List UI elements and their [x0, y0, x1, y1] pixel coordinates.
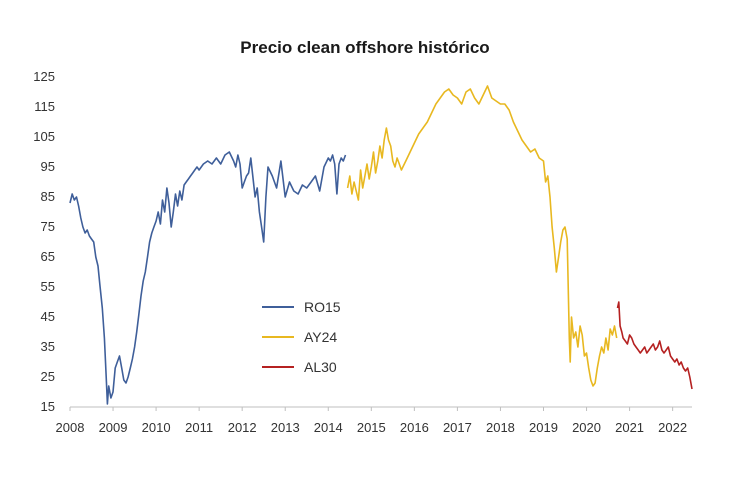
x-tick-label: 2008: [56, 420, 85, 435]
y-tick-label: 35: [41, 339, 55, 354]
series-line-al30: [616, 301, 693, 390]
x-tick-label: 2019: [529, 420, 558, 435]
y-tick-label: 25: [41, 369, 55, 384]
x-tick-label: 2017: [443, 420, 472, 435]
x-tick-label: 2012: [228, 420, 257, 435]
y-tick-label: 115: [34, 99, 55, 114]
legend: RO15 AY24 AL30: [262, 299, 341, 375]
series-line-ay24: [346, 85, 618, 387]
x-tick-label: 2010: [142, 420, 171, 435]
y-tick-label: 75: [41, 219, 55, 234]
y-tick-label: 95: [41, 159, 55, 174]
y-tick-label: 85: [41, 189, 55, 204]
legend-label-ay24: AY24: [304, 329, 337, 345]
x-tick-label: 2020: [572, 420, 601, 435]
x-tick-label: 2014: [314, 420, 343, 435]
x-tick-label: 2011: [185, 420, 213, 435]
x-tick-label: 2022: [658, 420, 687, 435]
y-tick-label: 105: [33, 129, 55, 144]
x-tick-label: 2015: [357, 420, 386, 435]
legend-label-ro15: RO15: [304, 299, 341, 315]
series-layer: [69, 85, 693, 405]
x-tick-label: 2018: [486, 420, 515, 435]
y-tick-label: 15: [41, 399, 55, 414]
y-tick-label: 55: [41, 279, 55, 294]
y-tick-label: 125: [33, 69, 55, 84]
series-line-ro15: [69, 151, 347, 405]
legend-label-al30: AL30: [304, 359, 337, 375]
x-tick-label: 2009: [99, 420, 128, 435]
axes: 15 25 35 45 55 65 75 85 95 105 115 125 2008 2009 2010 2…: [33, 69, 692, 435]
x-tick-label: 2016: [400, 420, 429, 435]
x-tick-label: 2013: [271, 420, 300, 435]
y-tick-label: 65: [41, 249, 55, 264]
y-tick-label: 45: [41, 309, 55, 324]
x-tick-label: 2021: [615, 420, 644, 435]
chart-title: Precio clean offshore histórico: [240, 38, 490, 57]
